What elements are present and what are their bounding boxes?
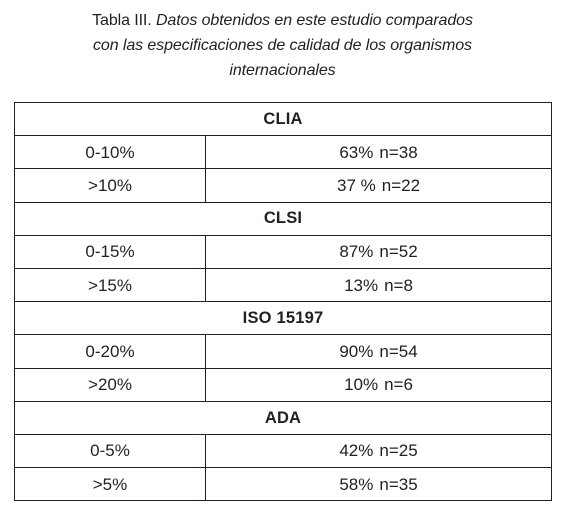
table-row: 0-5% 42% n=25 <box>14 433 553 469</box>
n-value: n=8 <box>384 275 413 295</box>
range-cell: >5% <box>14 467 206 502</box>
n-value: n=35 <box>379 474 418 494</box>
value-cell: 37 % n=22 <box>204 168 553 203</box>
table-row: 0-15% 87% n=52 <box>14 234 553 269</box>
percent-value: 87% <box>339 242 374 262</box>
range-cell: >20% <box>14 367 206 402</box>
percent-value: 37 % <box>336 175 376 195</box>
quality-spec-table-container: CLIA 0-10% 63% n=38 >10% 37 % n=22 CLSI 0-… <box>13 101 553 502</box>
quality-spec-table: CLIA 0-10% 63% n=38 >10% 37 % n=22 CLSI 0-… <box>13 101 553 502</box>
value-cell: 87% n=52 <box>204 234 553 269</box>
range-cell: 0-5% <box>14 433 206 469</box>
value-cell: 58% n=35 <box>204 467 553 502</box>
table-row: 0-10% 63% n=38 <box>14 135 553 170</box>
percent-value: 13% <box>344 275 379 295</box>
table-row: >10% 37 % n=22 <box>14 168 553 203</box>
n-value: n=22 <box>381 175 421 195</box>
percent-value: 63% <box>339 142 374 162</box>
group-header-ada: ADA <box>13 400 553 435</box>
range-cell: 0-10% <box>14 135 206 170</box>
caption-title-line-1: Datos obtenidos en este estudio comparad… <box>155 12 473 29</box>
range-cell: 0-15% <box>14 234 206 269</box>
percent-value: 10% <box>344 375 379 395</box>
table-row: >5% 58% n=35 <box>14 467 553 502</box>
group-header-clia: CLIA <box>13 101 553 137</box>
table-row: >20% 10% n=6 <box>14 367 553 402</box>
value-cell: 63% n=38 <box>204 135 553 170</box>
n-value: n=6 <box>384 375 413 395</box>
n-value: n=25 <box>379 441 418 461</box>
caption-title-line-3: internacionales <box>229 62 336 79</box>
table-row: 0-20% 90% n=54 <box>14 334 553 369</box>
group-header-row: ISO 15197 <box>13 301 553 336</box>
range-cell: 0-20% <box>14 334 206 369</box>
table-row: >15% 13% n=8 <box>14 267 553 303</box>
n-value: n=52 <box>379 242 418 262</box>
caption-title-line-2: con las especificaciones de calidad de l… <box>93 37 472 54</box>
value-cell: 13% n=8 <box>204 267 553 303</box>
percent-value: 42% <box>339 441 374 461</box>
group-header-row: CLIA <box>13 101 553 137</box>
n-value: n=54 <box>379 341 418 361</box>
range-cell: >15% <box>14 267 206 303</box>
value-cell: 90% n=54 <box>204 334 553 369</box>
group-header-iso-15197: ISO 15197 <box>13 301 553 336</box>
range-cell: >10% <box>14 168 206 203</box>
table-caption: Tabla III. Datos obtenidos en este estud… <box>20 8 545 83</box>
caption-label: Tabla III. <box>92 12 156 29</box>
percent-value: 90% <box>339 341 374 361</box>
group-header-row: CLSI <box>13 201 553 236</box>
group-header-clsi: CLSI <box>13 201 553 236</box>
value-cell: 42% n=25 <box>204 433 553 469</box>
group-header-row: ADA <box>13 400 553 435</box>
value-cell: 10% n=6 <box>204 367 553 402</box>
n-value: n=38 <box>379 142 418 162</box>
caption-line-1: Tabla III. Datos obtenidos en este estud… <box>20 8 545 33</box>
percent-value: 58% <box>339 474 374 494</box>
